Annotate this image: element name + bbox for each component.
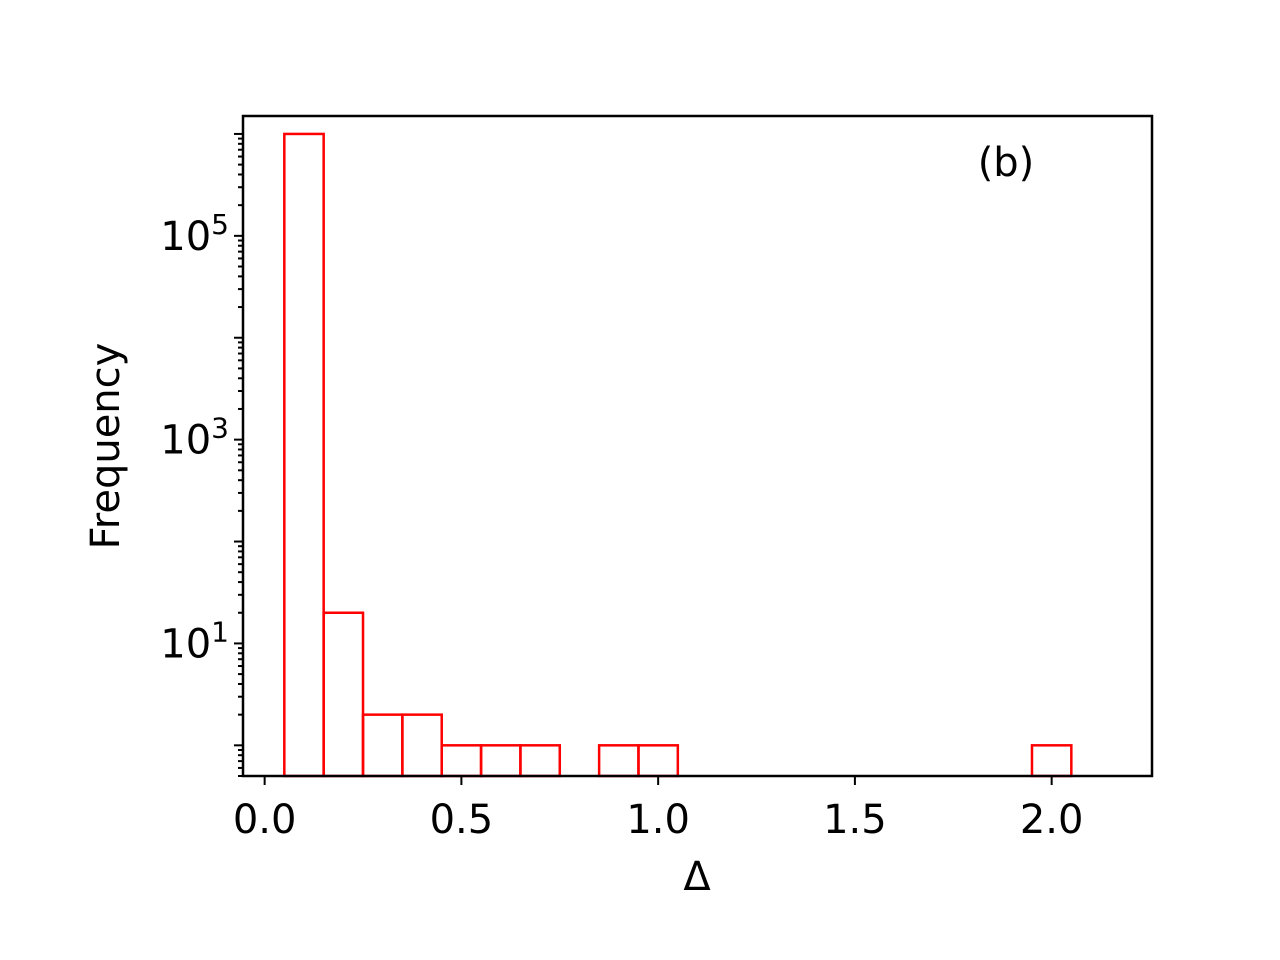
x-axis-ticks: 0.0 0.5 1.0 1.5 2.0 xyxy=(233,776,1084,843)
x-tick-label: 2.0 xyxy=(1020,797,1084,843)
histogram-bar xyxy=(322,611,365,778)
histogram-bar xyxy=(401,713,443,778)
panel-annotation: (b) xyxy=(978,140,1035,186)
y-tick-label: 105 xyxy=(160,208,229,260)
y-tick-label: 101 xyxy=(160,615,229,667)
y-tick-label: 103 xyxy=(160,412,229,464)
histogram-bar xyxy=(1030,744,1073,778)
histogram-bar xyxy=(637,744,680,778)
histogram-bar xyxy=(440,744,483,778)
histogram-bar xyxy=(519,744,562,778)
histogram-bar xyxy=(597,744,640,778)
histogram-bar xyxy=(479,744,522,778)
histogram-bars xyxy=(283,132,1073,778)
histogram-bar xyxy=(283,132,325,778)
y-axis-ticks: 101 103 105 xyxy=(160,132,243,777)
x-tick-label: 0.0 xyxy=(233,797,297,843)
plot-frame xyxy=(241,114,1154,778)
x-axis-label: Δ xyxy=(683,854,711,900)
x-tick-label: 1.5 xyxy=(823,797,887,843)
x-tick-label: 1.0 xyxy=(626,797,690,843)
y-axis-label: Frequency xyxy=(83,343,129,550)
x-tick-label: 0.5 xyxy=(430,797,494,843)
histogram-bar xyxy=(361,713,404,778)
